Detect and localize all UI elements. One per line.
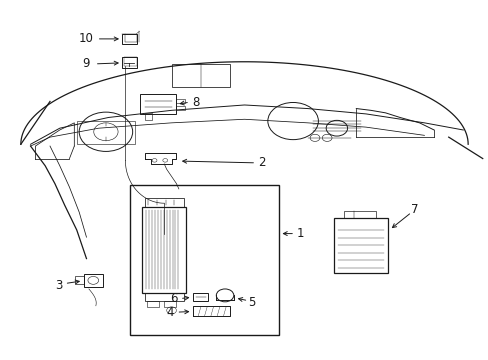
Bar xyxy=(171,64,229,87)
Bar xyxy=(193,293,207,301)
Bar xyxy=(147,301,159,307)
Bar xyxy=(130,185,278,336)
Text: 10: 10 xyxy=(79,32,94,45)
Bar xyxy=(334,217,387,273)
Text: 5: 5 xyxy=(248,296,255,309)
Bar xyxy=(176,99,185,103)
Bar xyxy=(142,207,186,293)
Text: 3: 3 xyxy=(55,279,62,292)
Bar xyxy=(140,94,176,114)
Text: 9: 9 xyxy=(82,57,90,71)
Bar xyxy=(124,58,136,66)
Bar xyxy=(144,113,152,120)
Text: 1: 1 xyxy=(296,227,304,240)
Text: 4: 4 xyxy=(166,306,174,319)
Bar xyxy=(77,121,135,144)
Bar xyxy=(164,301,176,307)
Text: 8: 8 xyxy=(192,96,199,109)
Text: 6: 6 xyxy=(170,292,177,305)
Text: 7: 7 xyxy=(410,203,418,216)
Bar xyxy=(122,58,136,68)
Bar xyxy=(176,106,185,111)
Text: 2: 2 xyxy=(257,156,264,169)
Bar xyxy=(122,33,136,44)
Bar xyxy=(75,276,84,284)
Bar xyxy=(84,274,102,287)
Bar xyxy=(344,211,375,217)
Bar xyxy=(144,198,183,207)
Bar xyxy=(144,293,183,301)
Bar xyxy=(124,33,136,42)
